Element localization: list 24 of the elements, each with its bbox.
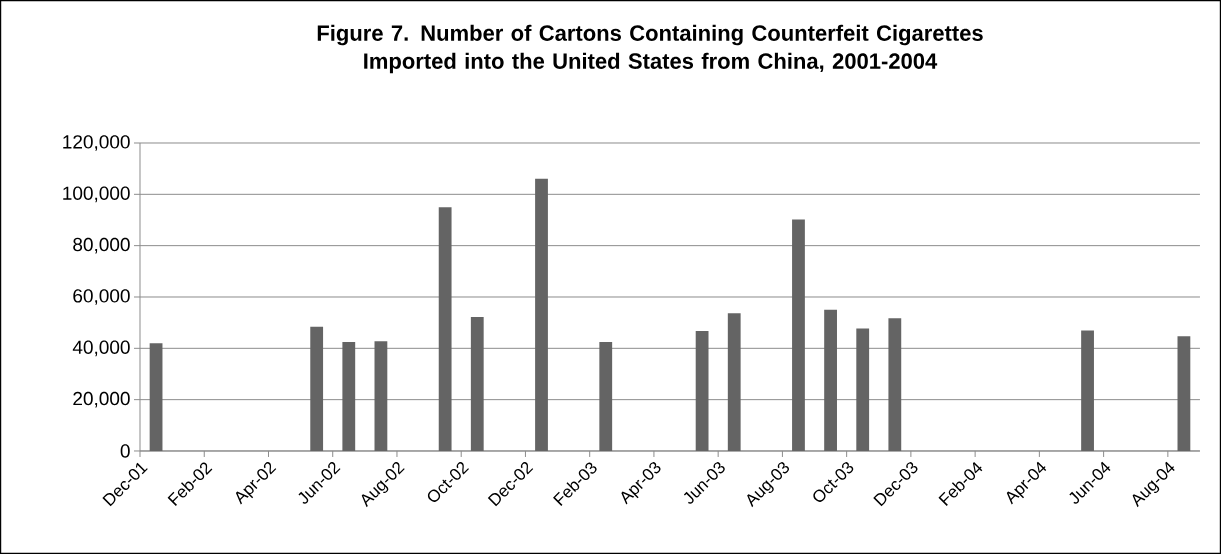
y-tick-label: 120,000: [63, 135, 130, 151]
y-tick-label: 40,000: [72, 340, 130, 357]
bar: [599, 341, 613, 451]
bar: [470, 317, 484, 451]
y-tick-label: 60,000: [73, 289, 130, 305]
bar: [695, 331, 709, 451]
bar: [438, 207, 452, 451]
y-tick-label: 20,000: [73, 391, 130, 408]
bar: [535, 178, 548, 451]
y-tick-label: 0: [120, 444, 130, 458]
bar: [856, 328, 870, 451]
bar: [310, 326, 324, 451]
bar: [149, 343, 163, 451]
bar: [792, 219, 805, 451]
y-tick-label: 100,000: [63, 186, 130, 203]
chart-title: Figure 7. Number of Cartons Containing Counterfeit Cigarettes Imported into the United States from China, 2001-2004: [317, 24, 983, 74]
bar: [342, 341, 356, 451]
bar: [1081, 330, 1094, 451]
bar: [1177, 336, 1191, 451]
bar: [374, 341, 388, 451]
bar: [824, 309, 837, 451]
bar: [727, 313, 741, 451]
bar: [888, 318, 902, 451]
y-tick-label: 80,000: [73, 237, 130, 254]
